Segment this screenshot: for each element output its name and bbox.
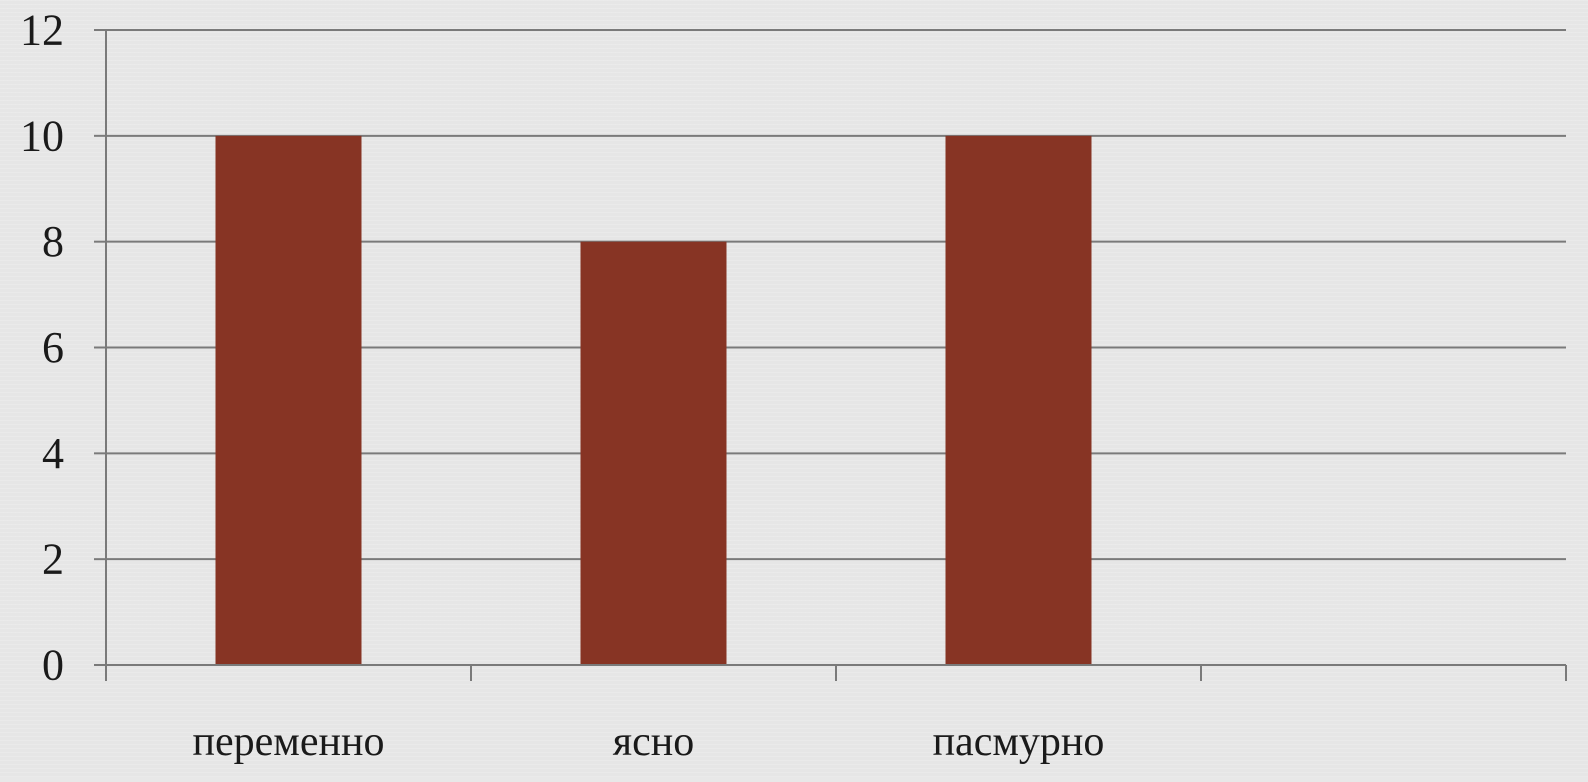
bar-2 [945,135,1092,666]
y-tick-label-4: 4 [42,429,64,478]
x-tick-label-0: переменно [193,719,385,765]
y-tick-label-8: 8 [42,217,64,266]
y-tick-label-6: 6 [42,323,64,372]
y-tick-label-2: 2 [42,535,64,584]
bars [215,135,1092,666]
y-tick-labels: 0 2 4 6 8 10 12 [20,6,64,690]
bar-0 [215,135,362,666]
y-tick-label-12: 12 [20,6,64,55]
x-tick-labels: переменно ясно пасмурно [193,719,1105,765]
axes [94,29,1567,681]
x-tick-label-1: ясно [613,719,694,765]
y-tick-label-0: 0 [42,641,64,690]
x-tick-label-2: пасмурно [933,719,1105,765]
bar-1 [580,241,727,665]
y-tick-label-10: 10 [20,111,64,160]
